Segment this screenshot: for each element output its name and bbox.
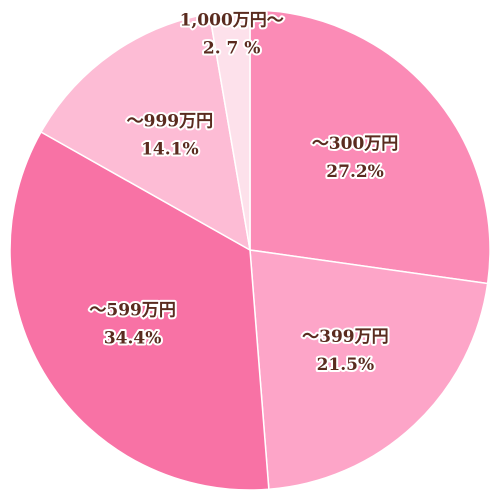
slice-value: 21.5% [317,355,375,375]
slice-value: 2. 7 % [203,38,261,58]
slice-value: 34.4% [104,328,162,348]
pie-slice [208,9,251,251]
pie-slice [40,12,252,252]
slice-value: 14.1% [141,140,199,160]
slice-label: ～300万円 [312,134,399,154]
slice-label: ～599万円 [89,300,176,320]
pie-slice [9,130,270,491]
pie-slice [249,249,489,491]
pie-slice [249,9,491,285]
slice-label: ～999万円 [127,112,214,132]
slice-label: 1,000万円～ [180,10,284,30]
slice-value: 27.2% [326,162,384,182]
slice-label: ～399万円 [302,327,389,347]
